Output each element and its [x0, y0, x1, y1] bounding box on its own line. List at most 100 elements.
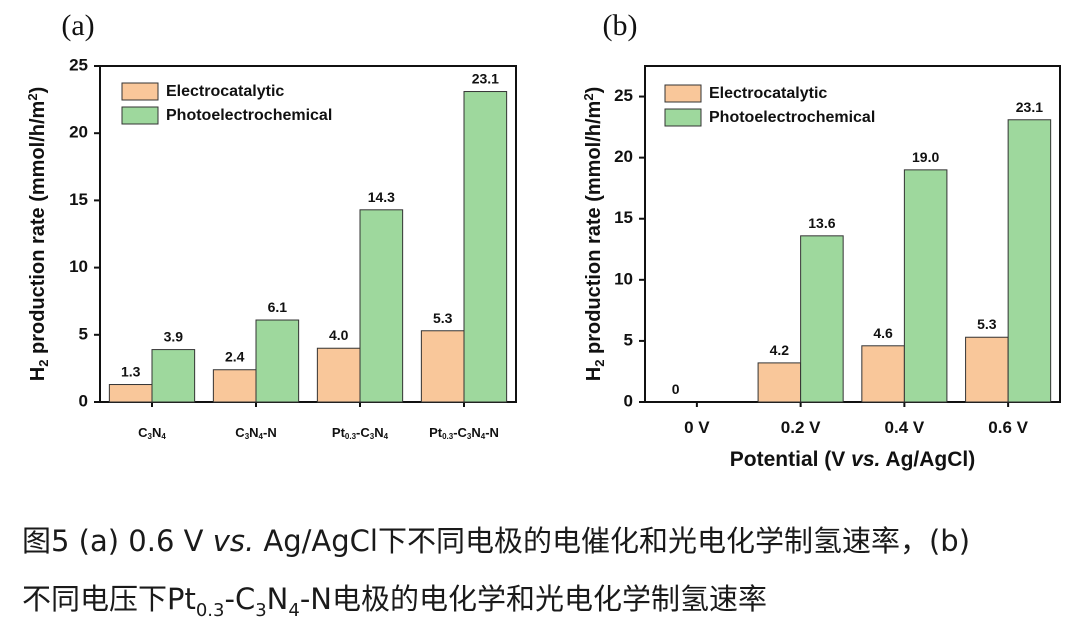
y-axis-label-part: ) — [583, 87, 605, 94]
caption-subscript: 3 — [255, 599, 267, 621]
label-part: -C — [453, 425, 467, 440]
y-tick-label: 0 — [624, 391, 633, 410]
bar-value-label: 6.1 — [268, 299, 288, 315]
bar-electrocatalytic — [316, 347, 361, 403]
y-axis-label-part: 2 — [581, 93, 596, 100]
x-axis-label: Potential (V vs. Ag/AgCl) — [730, 448, 975, 471]
x-axis-label-part: Ag/AgCl) — [880, 448, 975, 471]
label-part: C — [138, 425, 148, 440]
y-tick-label: 20 — [614, 147, 633, 166]
bar-photoelectrochemical — [800, 235, 844, 403]
subscript: 4 — [481, 432, 486, 441]
bar-value-label: 3.9 — [164, 329, 184, 345]
label-part: N — [471, 425, 480, 440]
bar-electrocatalytic — [757, 362, 802, 403]
bar-electrocatalytic — [420, 330, 465, 403]
panel-label: (a) — [61, 9, 94, 42]
y-axis-label: H2 production rate (mmol/h/m2) — [581, 87, 607, 382]
label-part: N — [374, 425, 383, 440]
y-axis-label-part: production rate (mmol/h/m — [583, 101, 605, 360]
caption-text: 不同电压下Pt — [22, 582, 196, 616]
label-part: N — [152, 425, 161, 440]
bar-value-label: 4.6 — [873, 325, 893, 341]
x-axis-label-part: Potential (V — [730, 448, 851, 471]
plot-frame — [99, 65, 517, 403]
y-tick-label: 25 — [614, 86, 633, 105]
bar-value-label: 5.3 — [977, 316, 997, 332]
bar-value-label: 4.2 — [770, 342, 790, 358]
subscript: 4 — [161, 432, 166, 441]
legend-label: Photoelectrochemical — [709, 109, 875, 126]
y-tick-label: 10 — [69, 257, 88, 276]
label-part: 0.2 V — [781, 418, 821, 437]
y-tick-label: 15 — [69, 190, 88, 209]
caption-text: -N电极的电化学和光电化学制氢速率 — [299, 582, 767, 616]
bar-photoelectrochemical — [255, 319, 300, 403]
caption-text: -C — [224, 582, 256, 616]
y-tick-label: 15 — [614, 208, 633, 227]
legend-swatch — [664, 84, 702, 103]
bar-electrocatalytic — [108, 384, 153, 403]
y-tick-label: 5 — [79, 324, 88, 343]
y-axis-label-part: 2 — [36, 360, 51, 367]
bar-electrocatalytic — [965, 336, 1009, 403]
chart-panel-b: (b) 0 5 10 15 20 25 H 2 production rate (mmol/h/… — [581, 9, 1061, 471]
legend-label: Electrocatalytic — [709, 85, 827, 102]
label-part: Pt — [332, 425, 346, 440]
y-tick-label: 20 — [69, 123, 88, 142]
label-part: 0.4 V — [885, 418, 925, 437]
caption-subscript: 0.3 — [195, 599, 225, 621]
label-part: Pt — [429, 425, 443, 440]
figure-caption-line-1: 图5 (a) 0.6 V vs. Ag/AgCl下不同电极的电催化和光电化学制氢… — [22, 518, 970, 560]
subscript: 4 — [384, 432, 389, 441]
bar-photoelectrochemical — [463, 91, 508, 403]
x-tick-label: C3N4 — [138, 425, 166, 441]
caption-italic: vs. — [212, 524, 255, 558]
figure-caption-line-2: 不同电压下Pt0.3-C3N4-N电极的电化学和光电化学制氢速率 — [22, 576, 767, 621]
label-part: N — [249, 425, 258, 440]
y-tick-label: 25 — [69, 55, 88, 74]
x-tick-label: 0.4 V — [885, 418, 925, 437]
bar-value-label: 13.6 — [808, 215, 835, 231]
bar-value-label: 0 — [672, 381, 680, 397]
y-tick-label: 5 — [624, 330, 633, 349]
y-tick-label: 10 — [614, 269, 633, 288]
x-tick-label: 0.2 V — [781, 418, 821, 437]
x-tick-label: 0.6 V — [988, 418, 1028, 437]
legend-swatch — [121, 82, 159, 101]
label-part: 0.6 V — [988, 418, 1028, 437]
legend-label: Photoelectrochemical — [166, 107, 332, 124]
x-tick-label: Pt0.3-C3N4 — [332, 425, 389, 441]
y-axis-label-part: H — [27, 367, 49, 381]
bar-value-label: 4.0 — [329, 327, 349, 343]
plot-frame — [644, 65, 1061, 403]
y-axis-label-part: ) — [27, 87, 49, 94]
y-axis-label-part: 2 — [25, 93, 40, 100]
label-part: -C — [356, 425, 370, 440]
bar-value-label: 2.4 — [225, 349, 245, 365]
subscript: 0.3 — [442, 432, 454, 441]
bar-photoelectrochemical — [1007, 119, 1052, 403]
bar-electrocatalytic — [861, 345, 905, 403]
label-part: 0 V — [684, 418, 710, 437]
subscript: 3 — [370, 432, 375, 441]
legend-label: Electrocatalytic — [166, 83, 284, 100]
caption-text: 图5 (a) 0.6 V — [22, 524, 213, 558]
panel-label: (b) — [603, 9, 638, 42]
x-tick-label: C3N4-N — [235, 425, 276, 441]
subscript: 3 — [467, 432, 472, 441]
bar-value-label: 23.1 — [472, 71, 499, 87]
bar-value-label: 14.3 — [368, 189, 395, 205]
legend-swatch — [121, 106, 159, 125]
label-part: C — [235, 425, 245, 440]
x-tick-label: 0 V — [684, 418, 710, 437]
label-part: -N — [263, 425, 277, 440]
subscript: 3 — [148, 432, 153, 441]
bar-photoelectrochemical — [359, 209, 404, 403]
y-axis-label: H2 production rate (mmol/h/m2) — [25, 87, 51, 382]
y-axis-label-part: H — [583, 367, 605, 381]
y-axis-label-part: production rate (mmol/h/m — [27, 101, 49, 360]
x-tick-label: Pt0.3-C3N4-N — [429, 425, 499, 441]
